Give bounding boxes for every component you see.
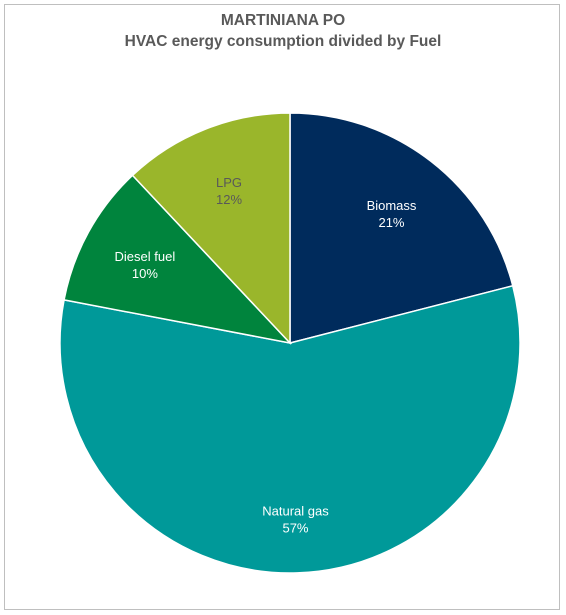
slice-value-lpg: 12%	[216, 192, 242, 207]
slice-label-diesel-fuel: Diesel fuel	[115, 249, 176, 264]
chart-subtitle: HVAC energy consumption divided by Fuel	[124, 33, 442, 50]
pie-slice-lpg	[131, 112, 291, 345]
slice-value-natural-gas: 57%	[282, 521, 308, 536]
slice-label-biomass: Biomass	[367, 198, 417, 213]
slice-label-natural-gas: Natural gas	[262, 504, 329, 519]
chart-title: MARTINIANA PO	[220, 12, 346, 29]
pie-slice-diesel-fuel	[63, 174, 293, 345]
slice-value-diesel-fuel: 10%	[132, 266, 158, 281]
slice-label-lpg: LPG	[216, 175, 242, 190]
pie-slice-biomass	[289, 112, 514, 344]
chart-title-block: MARTINIANA PO HVAC energy consumption di…	[0, 10, 566, 52]
slice-value-biomass: 21%	[378, 215, 404, 230]
pie-slice-natural-gas	[59, 284, 521, 574]
